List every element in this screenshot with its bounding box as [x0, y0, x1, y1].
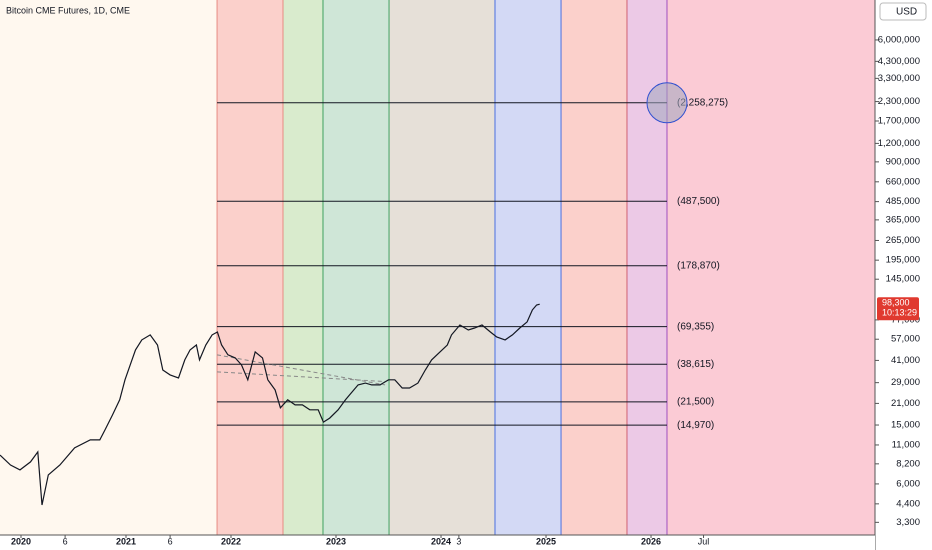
y-tick-label: 4,400 — [896, 498, 920, 509]
price-tag — [877, 297, 919, 321]
countdown-label: 10:13:29 — [882, 308, 917, 318]
zone — [626, 0, 667, 535]
level-label: (487,500) — [677, 196, 720, 207]
price-axis-panel — [875, 0, 932, 550]
x-tick-label: 2024 — [431, 536, 451, 546]
x-tick-label: 3 — [456, 536, 461, 546]
y-tick-label: 6,000 — [896, 478, 920, 489]
y-tick-label: 8,200 — [896, 458, 920, 469]
level-label: (69,355) — [677, 321, 714, 332]
x-tick-label: 6 — [63, 536, 68, 546]
zone — [389, 0, 495, 535]
y-tick-label: 6,000,000 — [878, 34, 920, 45]
y-tick-label: 1,700,000 — [878, 116, 920, 127]
y-tick-label: 29,000 — [891, 377, 920, 388]
level-label: (2,258,275) — [677, 97, 728, 108]
x-tick-label: 2025 — [536, 536, 556, 546]
level-label: (14,970) — [677, 420, 714, 431]
level-label: (21,500) — [677, 397, 714, 408]
y-tick-label: 1,200,000 — [878, 138, 920, 149]
zone — [666, 0, 875, 535]
zone — [217, 0, 283, 535]
x-tick-label: 2026 — [641, 536, 661, 546]
y-tick-label: 41,000 — [891, 355, 920, 366]
x-tick-label: 2021 — [116, 536, 136, 546]
price-tag-label: 98,300 — [882, 298, 910, 308]
price-line — [0, 303, 540, 506]
y-tick-label: 195,000 — [886, 255, 920, 266]
y-tick-label: 21,000 — [891, 398, 920, 409]
zone — [561, 0, 627, 535]
target-circle — [646, 82, 688, 124]
y-tick-label: 365,000 — [886, 214, 920, 225]
level-label: (178,870) — [677, 260, 720, 271]
currency-label[interactable]: USD — [896, 7, 917, 18]
zone — [282, 0, 323, 535]
y-tick-label: 15,000 — [891, 420, 920, 431]
y-tick-label: 3,300 — [896, 517, 920, 528]
level-label: (38,615) — [677, 359, 714, 370]
y-tick-label: 3,300,000 — [878, 73, 920, 84]
y-tick-label: 900,000 — [886, 156, 920, 167]
y-tick-label: 485,000 — [886, 196, 920, 207]
x-tick-label: Jul — [698, 536, 710, 546]
x-tick-label: 2020 — [11, 536, 31, 546]
zone — [494, 0, 562, 535]
y-tick-label: 11,000 — [892, 439, 920, 450]
currency-button[interactable] — [879, 2, 927, 21]
x-tick-label: 6 — [168, 536, 173, 546]
y-tick-label: 145,000 — [886, 274, 920, 285]
y-tick-label: 265,000 — [886, 235, 920, 246]
zone — [322, 0, 390, 535]
y-tick-label: 2,300,000 — [878, 96, 920, 107]
chart-title: Bitcoin CME Futures, 1D, CME — [6, 5, 130, 15]
time-axis-panel — [0, 535, 875, 550]
y-tick-label: 4,300,000 — [878, 56, 920, 67]
y-tick-label: 660,000 — [886, 176, 920, 187]
x-tick-label: 2022 — [221, 536, 241, 546]
x-tick-label: 2023 — [326, 536, 346, 546]
y-tick-label: 57,000 — [891, 334, 920, 345]
